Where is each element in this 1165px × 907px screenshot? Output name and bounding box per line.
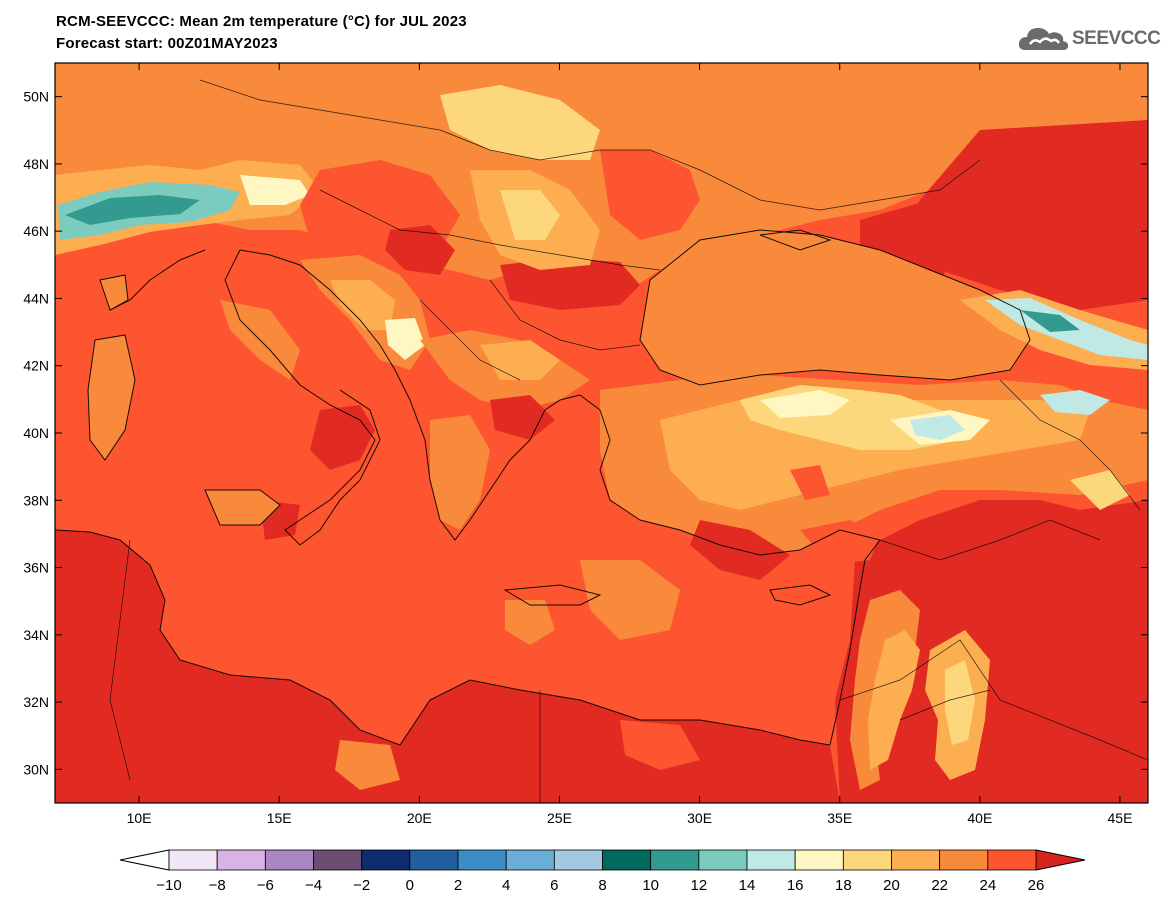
lon-tick-label: 10E bbox=[127, 810, 152, 826]
colorbar-swatch bbox=[891, 849, 941, 871]
lon-tick-label: 45E bbox=[1108, 810, 1133, 826]
colorbar-level-label: 16 bbox=[787, 877, 804, 894]
colorbar-swatch bbox=[264, 849, 314, 871]
colorbar-swatch bbox=[746, 849, 796, 871]
forecast-start-subtitle: Forecast start: 00Z01MAY2023 bbox=[56, 35, 278, 52]
colorbar-level-label: 20 bbox=[883, 877, 900, 894]
colorbar-swatch bbox=[168, 849, 218, 871]
colorbar-level-label: 14 bbox=[739, 877, 756, 894]
latitude-axis: 50N 48N 46N 44N 42N 40N 38N 36N 34N 32N 30N bbox=[23, 89, 1148, 777]
colorbar-level-label: −4 bbox=[305, 877, 322, 894]
lat-tick-label: 40N bbox=[23, 425, 49, 441]
logo-text: SEEVCCC bbox=[1072, 28, 1161, 49]
colorbar-swatch bbox=[602, 849, 652, 871]
colorbar-high-arrow bbox=[1035, 849, 1086, 871]
colorbar-level-label: 22 bbox=[931, 877, 948, 894]
cloud-icon bbox=[1018, 28, 1069, 50]
colorbar-swatch bbox=[842, 849, 892, 871]
colorbar-swatch bbox=[361, 849, 411, 871]
colorbar-level-label: −10 bbox=[156, 877, 181, 894]
lat-tick-label: 44N bbox=[23, 290, 49, 306]
colorbar: −10 −8 −6 −4 −2 0 2 4 6 8 10 12 14 16 18 20 22 24 26 bbox=[119, 849, 1086, 894]
colorbar-swatch bbox=[650, 849, 700, 871]
lat-tick-label: 48N bbox=[23, 156, 49, 172]
lon-tick-label: 35E bbox=[827, 810, 852, 826]
lat-tick-label: 42N bbox=[23, 358, 49, 374]
colorbar-level-label: −8 bbox=[209, 877, 226, 894]
lat-tick-label: 34N bbox=[23, 627, 49, 643]
colorbar-level-label: −6 bbox=[257, 877, 274, 894]
colorbar-low-arrow bbox=[119, 849, 170, 871]
colorbar-swatch bbox=[698, 849, 748, 871]
colorbar-swatch bbox=[987, 849, 1037, 871]
colorbar-level-label: 4 bbox=[502, 877, 510, 894]
lat-tick-label: 38N bbox=[23, 492, 49, 508]
colorbar-level-label: 12 bbox=[690, 877, 707, 894]
lon-tick-label: 25E bbox=[547, 810, 572, 826]
lat-tick-label: 36N bbox=[23, 560, 49, 576]
colorbar-swatch bbox=[313, 849, 363, 871]
longitude-axis: 10E 15E 20E 25E 30E 35E 40E 45E bbox=[127, 63, 1133, 826]
colorbar-level-label: 6 bbox=[550, 877, 558, 894]
colorbar-swatch bbox=[216, 849, 266, 871]
colorbar-level-label: 10 bbox=[642, 877, 659, 894]
colorbar-level-label: 24 bbox=[979, 877, 996, 894]
colorbar-level-label: 2 bbox=[454, 877, 462, 894]
colorbar-level-label: 0 bbox=[406, 877, 414, 894]
lat-tick-label: 46N bbox=[23, 223, 49, 239]
colorbar-swatch bbox=[505, 849, 555, 871]
lat-tick-label: 32N bbox=[23, 694, 49, 710]
lon-tick-label: 20E bbox=[407, 810, 432, 826]
lon-tick-label: 30E bbox=[687, 810, 712, 826]
colorbar-level-label: 18 bbox=[835, 877, 852, 894]
colorbar-swatch bbox=[457, 849, 507, 871]
lat-tick-label: 50N bbox=[23, 89, 49, 105]
colorbar-swatch bbox=[939, 849, 989, 871]
colorbar-swatch bbox=[553, 849, 603, 871]
lon-tick-label: 40E bbox=[967, 810, 992, 826]
colorbar-swatch bbox=[409, 849, 459, 871]
colorbar-level-label: 8 bbox=[598, 877, 606, 894]
lat-tick-label: 30N bbox=[23, 761, 49, 777]
colorbar-level-label: 26 bbox=[1028, 877, 1045, 894]
colorbar-level-label: −2 bbox=[353, 877, 370, 894]
colorbar-swatch bbox=[794, 849, 844, 871]
map-field bbox=[55, 63, 1148, 803]
lon-tick-label: 15E bbox=[267, 810, 292, 826]
seevccc-logo: SEEVCCC bbox=[1018, 24, 1161, 54]
chart-title: RCM-SEEVCCC: Mean 2m temperature (°C) fo… bbox=[56, 13, 467, 30]
